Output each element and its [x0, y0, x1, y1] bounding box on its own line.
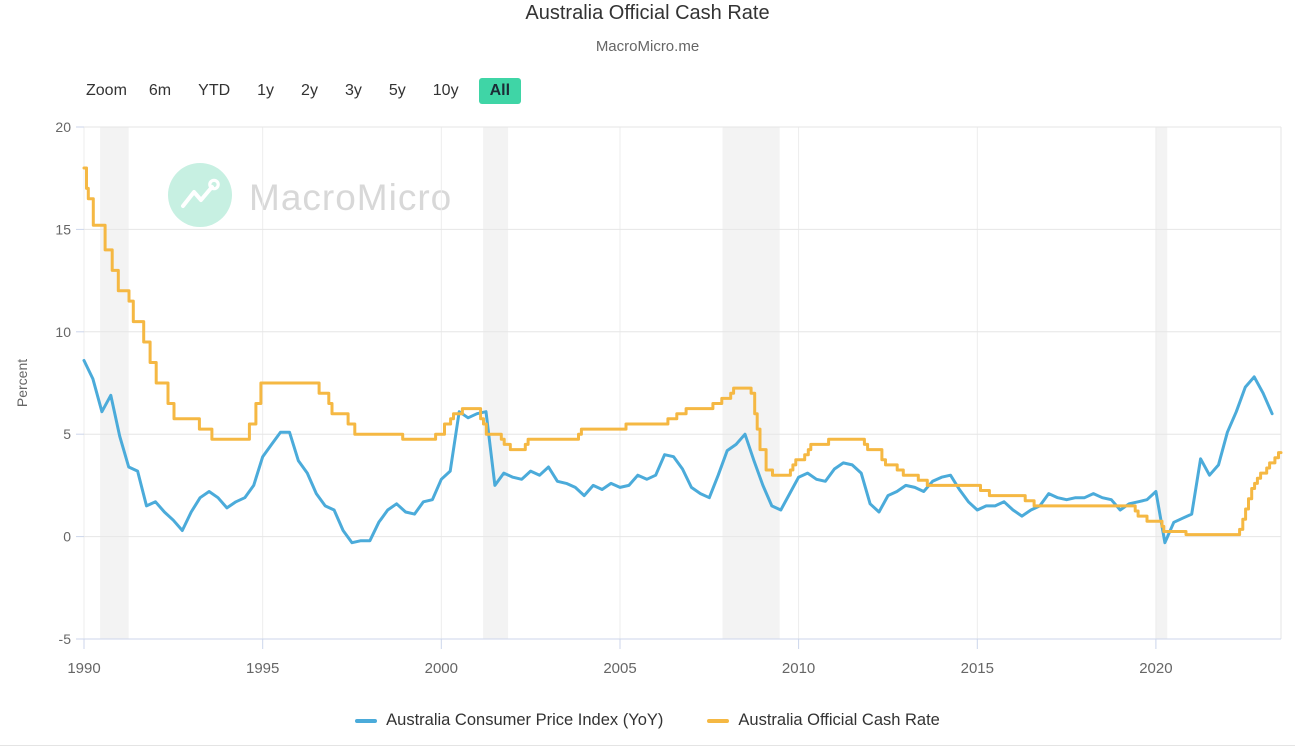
- cash-rate-line: [82, 166, 1283, 537]
- y-axis-title: Percent: [14, 359, 30, 407]
- recession-band: [483, 127, 509, 639]
- page-title: Australia Official Cash Rate: [525, 2, 770, 24]
- recession-band: [722, 127, 780, 639]
- legend: Australia Consumer Price Index (YoY) Aust…: [0, 711, 1295, 730]
- x-tick-label: 1995: [246, 660, 279, 677]
- legend-label: Australia Consumer Price Index (YoY): [386, 711, 664, 729]
- x-axis-labels: 1990 1995 2000 2005 2010 2015 2020: [67, 660, 1172, 677]
- x-tick-label: 1990: [67, 660, 100, 677]
- range-button-5y[interactable]: 5y: [388, 82, 406, 99]
- x-tick-label: 2010: [782, 660, 815, 677]
- range-button-10y[interactable]: 10y: [432, 82, 459, 99]
- cpi-line: [82, 359, 1274, 545]
- chart-header: Australia Official Cash Rate MacroMicro.…: [0, 0, 1295, 55]
- legend-label: Australia Official Cash Rate: [738, 711, 940, 729]
- range-button-6m[interactable]: 6m: [148, 82, 172, 99]
- range-button-2y[interactable]: 2y: [301, 82, 318, 99]
- legend-item-1[interactable]: Australia Official Cash Rate: [707, 711, 940, 730]
- y-tick-label: 20: [55, 119, 71, 135]
- range-button-ytd[interactable]: YTD: [198, 82, 231, 99]
- recession-band: [100, 127, 129, 639]
- y-tick-label: 0: [63, 529, 71, 545]
- plot-bands: [100, 127, 1168, 639]
- x-tick-label: 2015: [961, 660, 994, 677]
- range-button-1y[interactable]: 1y: [257, 82, 275, 99]
- recession-band: [1155, 127, 1168, 639]
- y-axis-labels: 20 15 10 5 0 -5: [55, 119, 71, 647]
- legend-marker-icon: [355, 718, 378, 723]
- chart-subtitle: MacroMicro.me: [595, 38, 700, 55]
- legend-item-0[interactable]: Australia Consumer Price Index (YoY): [355, 711, 663, 730]
- y-tick-label: 15: [55, 221, 71, 237]
- range-button-all[interactable]: All: [478, 78, 522, 104]
- x-tick-label: 2020: [1139, 660, 1172, 677]
- range-selector: Zoom 6m YTD 1y 2y 3y 5y 10y All: [84, 78, 522, 104]
- x-tick-label: 2000: [425, 660, 458, 677]
- y-tick-label: 5: [63, 426, 71, 442]
- range-button-3y[interactable]: 3y: [344, 82, 362, 99]
- legend-marker-icon: [707, 718, 730, 723]
- zoom-label: Zoom: [86, 82, 127, 99]
- y-tick-label: 10: [55, 324, 71, 340]
- y-tick-label: -5: [59, 631, 72, 647]
- x-tick-label: 2005: [603, 660, 636, 677]
